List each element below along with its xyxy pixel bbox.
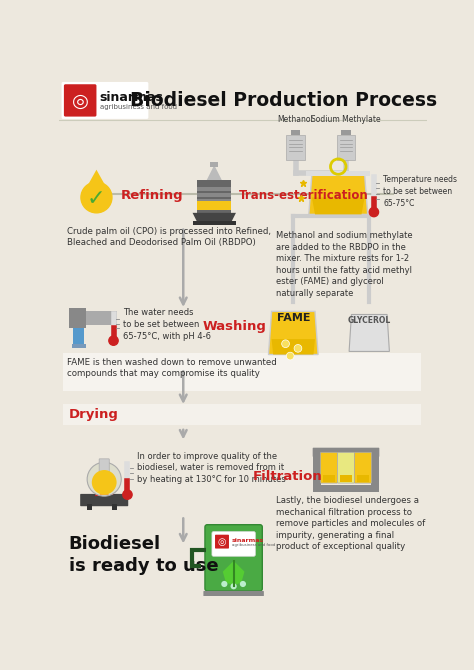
Text: agribusiness and food: agribusiness and food [100,104,176,110]
Text: Lastly, the biodiesel undergoes a
mechanical filtration process to
remove partic: Lastly, the biodiesel undergoes a mechan… [276,496,426,551]
Circle shape [221,581,228,587]
FancyBboxPatch shape [357,474,369,482]
Text: Refining: Refining [121,189,184,202]
Text: The water needs
to be set between
65-75°C, with pH 4-6: The water needs to be set between 65-75°… [123,308,211,341]
FancyBboxPatch shape [215,535,229,549]
Circle shape [123,490,132,499]
FancyBboxPatch shape [291,131,300,135]
FancyBboxPatch shape [62,82,148,119]
FancyBboxPatch shape [286,135,305,159]
Text: Trans-esterification: Trans-esterification [239,189,369,202]
Text: Filtration: Filtration [253,470,323,484]
Text: Washing: Washing [202,320,266,333]
Circle shape [87,462,121,496]
FancyBboxPatch shape [69,308,86,328]
FancyBboxPatch shape [203,591,264,598]
FancyBboxPatch shape [63,353,421,391]
Circle shape [369,208,379,216]
FancyBboxPatch shape [197,187,231,190]
Text: GLYCEROL: GLYCEROL [347,316,391,325]
FancyBboxPatch shape [63,404,421,425]
Text: FAME: FAME [276,313,310,322]
FancyBboxPatch shape [371,448,379,488]
Text: ✓: ✓ [87,189,106,209]
FancyBboxPatch shape [307,172,370,176]
FancyBboxPatch shape [192,220,236,225]
FancyBboxPatch shape [313,486,379,492]
FancyBboxPatch shape [320,452,337,483]
FancyBboxPatch shape [73,328,84,345]
Text: Methanol: Methanol [278,115,313,125]
Circle shape [282,340,290,348]
Text: Drying: Drying [69,408,118,421]
Circle shape [81,182,112,213]
FancyBboxPatch shape [355,452,372,483]
FancyBboxPatch shape [87,504,92,510]
Polygon shape [207,165,222,180]
Polygon shape [309,174,368,214]
FancyBboxPatch shape [112,504,117,510]
Text: Biodiesel Production Process: Biodiesel Production Process [130,91,438,110]
FancyBboxPatch shape [99,459,109,481]
Circle shape [240,581,246,587]
Text: Crude palm oil (CPO) is processed into Refined,
Bleached and Deodorised Palm Oil: Crude palm oil (CPO) is processed into R… [67,226,271,247]
FancyBboxPatch shape [72,344,86,348]
Circle shape [92,470,117,494]
FancyBboxPatch shape [205,525,262,591]
Text: Temperature needs
to be set between
65-75°C: Temperature needs to be set between 65-7… [383,175,457,208]
Polygon shape [95,481,113,496]
FancyBboxPatch shape [210,162,218,167]
Text: sinarmas: sinarmas [232,537,264,543]
Circle shape [286,352,294,360]
Text: In order to improve quality of the
biodiesel, water is removed from it
by heatin: In order to improve quality of the biodi… [137,452,285,484]
FancyBboxPatch shape [80,494,128,507]
FancyBboxPatch shape [197,199,231,203]
FancyBboxPatch shape [340,474,352,482]
Text: agribusiness and food: agribusiness and food [232,543,275,547]
Polygon shape [312,198,365,214]
Text: ◎: ◎ [72,92,89,111]
Circle shape [230,583,237,590]
Polygon shape [223,561,245,586]
Polygon shape [100,487,109,494]
Polygon shape [272,339,315,354]
FancyBboxPatch shape [69,312,117,325]
Polygon shape [349,314,390,352]
FancyBboxPatch shape [341,131,351,135]
FancyBboxPatch shape [212,531,255,556]
Polygon shape [268,312,318,354]
FancyBboxPatch shape [323,474,335,482]
FancyBboxPatch shape [197,180,231,213]
Polygon shape [81,170,112,198]
FancyBboxPatch shape [197,205,231,209]
Circle shape [294,344,302,352]
FancyBboxPatch shape [337,135,356,159]
FancyBboxPatch shape [337,452,355,483]
Text: FAME is then washed down to remove unwanted
compounds that may compromise its qu: FAME is then washed down to remove unwan… [67,358,277,379]
Polygon shape [192,213,236,222]
Text: sinarmas: sinarmas [100,91,164,104]
FancyBboxPatch shape [197,200,231,210]
Circle shape [109,336,118,345]
FancyBboxPatch shape [197,193,231,197]
Text: ◎: ◎ [218,537,226,547]
Text: Biodiesel
is ready to use: Biodiesel is ready to use [69,535,218,575]
FancyBboxPatch shape [313,448,321,488]
Text: Sodium Methylate: Sodium Methylate [311,115,381,125]
FancyBboxPatch shape [64,84,96,117]
FancyBboxPatch shape [313,448,379,457]
Text: Methanol and sodium methylate
are added to the RBDPO in the
mixer. The mixture r: Methanol and sodium methylate are added … [276,231,413,297]
